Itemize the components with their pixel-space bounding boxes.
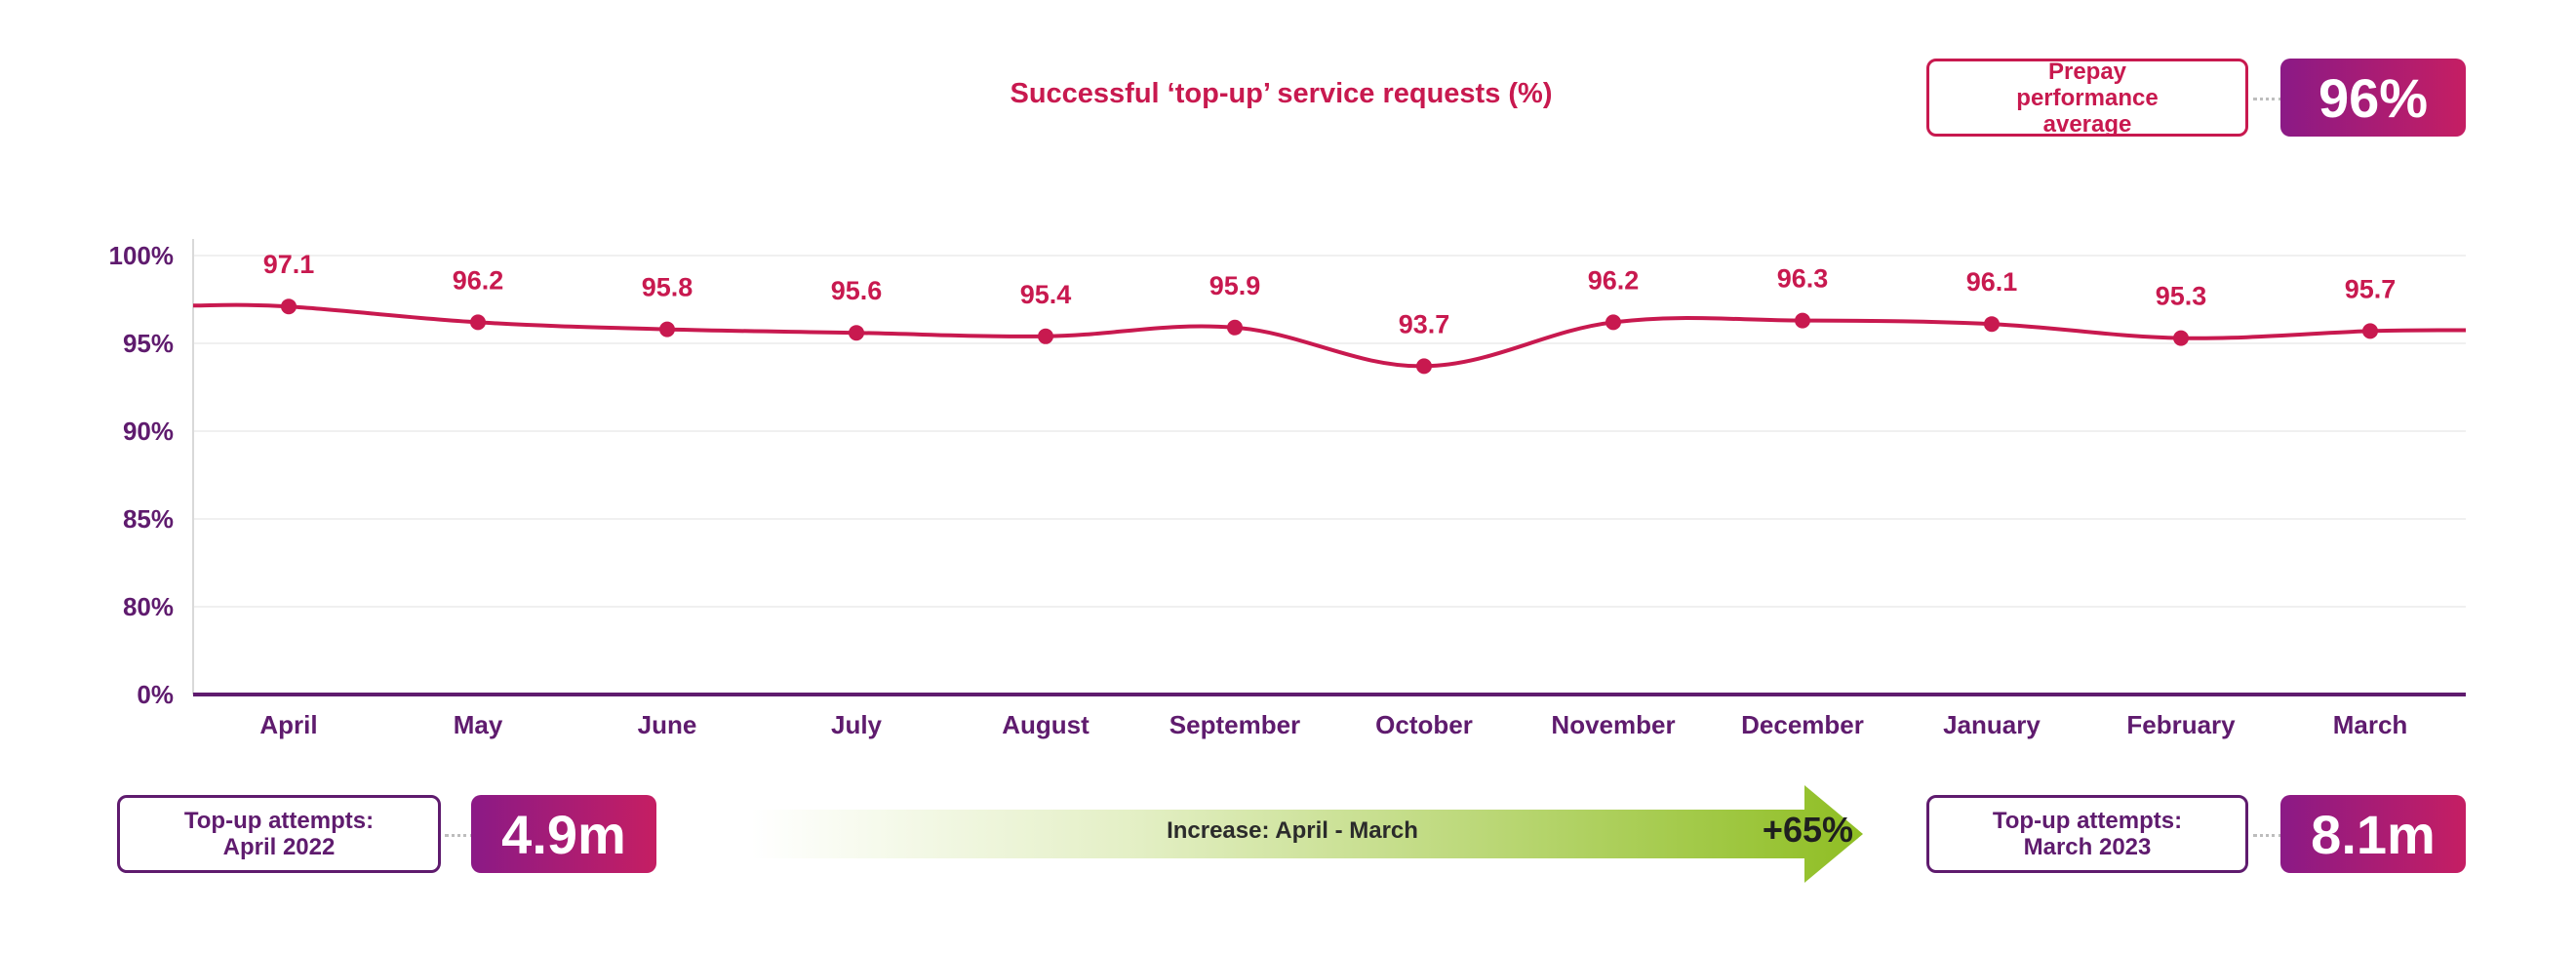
end-label: Top-up attempts: March 2023 (1992, 808, 2183, 860)
data-point (849, 325, 864, 341)
y-axis-ticks: 100% 95% 90% 85% 80% 0% (109, 241, 175, 709)
x-tick-label: October (1375, 710, 1473, 739)
increase-label: Increase: April - March (1167, 817, 1418, 844)
start-label-box: Top-up attempts: April 2022 (117, 795, 441, 873)
data-label: 97.1 (263, 250, 315, 279)
y-tick-label: 100% (109, 241, 175, 270)
data-point (281, 298, 297, 315)
average-label: Prepay performance average (2016, 58, 2159, 138)
x-tick-label: July (831, 710, 883, 739)
data-label: 95.3 (2156, 282, 2207, 311)
data-label: 95.4 (1020, 280, 1072, 309)
connector-dots (2253, 834, 2282, 837)
end-value: 8.1m (2311, 803, 2436, 865)
data-point (1984, 316, 2000, 333)
data-point (1227, 319, 1243, 336)
average-value-box: 96% (2280, 59, 2466, 137)
chart-title: Successful ‘top-up’ service requests (%) (1010, 78, 1553, 109)
end-value-box: 8.1m (2280, 795, 2466, 873)
x-tick-label: April (259, 710, 317, 739)
start-value-box: 4.9m (471, 795, 656, 873)
connector-dots (445, 834, 474, 837)
data-point (1038, 328, 1053, 344)
y-tick-label: 80% (123, 592, 174, 621)
increase-arrow (751, 785, 1863, 883)
data-labels: 97.1 96.2 95.8 95.6 95.4 95.9 93.7 96.2 96.3 96.1… (263, 250, 2397, 338)
data-point (1605, 314, 1621, 331)
data-label: 95.6 (831, 276, 883, 305)
x-tick-label: March (2333, 710, 2408, 739)
x-tick-label: June (638, 710, 697, 739)
increase-value: +65% (1762, 810, 1853, 850)
end-label-box: Top-up attempts: March 2023 (1926, 795, 2248, 873)
data-label: 96.1 (1966, 267, 2018, 297)
grid-lines (193, 255, 2466, 608)
data-label: 96.3 (1777, 264, 1829, 294)
connector-dots (2253, 98, 2282, 100)
data-point (2362, 323, 2378, 339)
data-point (1795, 312, 1810, 329)
x-tick-label: November (1551, 710, 1675, 739)
data-points (281, 298, 2378, 375)
x-tick-label: May (454, 710, 503, 739)
data-point (470, 314, 486, 331)
start-value: 4.9m (501, 803, 626, 865)
y-tick-label: 85% (123, 504, 174, 534)
y-tick-label: 90% (123, 417, 174, 446)
x-tick-label: December (1741, 710, 1864, 739)
data-label: 95.7 (2345, 274, 2397, 303)
data-point (2173, 330, 2189, 346)
x-tick-label: September (1169, 710, 1300, 739)
x-axis-ticks: April May June July August September October No… (259, 710, 2407, 739)
y-tick-label: 95% (123, 329, 174, 358)
series-line (192, 302, 2467, 369)
data-label: 95.8 (642, 273, 694, 302)
x-tick-label: February (2126, 710, 2236, 739)
y-tick-label: 0% (137, 680, 174, 709)
data-label: 93.7 (1399, 309, 1450, 338)
average-value: 96% (2318, 66, 2429, 129)
x-tick-label: August (1002, 710, 1090, 739)
data-point (659, 321, 675, 338)
x-tick-label: January (1943, 710, 2041, 739)
data-label: 95.9 (1209, 271, 1261, 300)
average-label-box: Prepay performance average (1926, 58, 2248, 138)
data-label: 96.2 (453, 265, 504, 295)
data-point (1416, 358, 1432, 375)
data-label: 96.2 (1588, 265, 1640, 295)
start-label: Top-up attempts: April 2022 (183, 808, 375, 860)
